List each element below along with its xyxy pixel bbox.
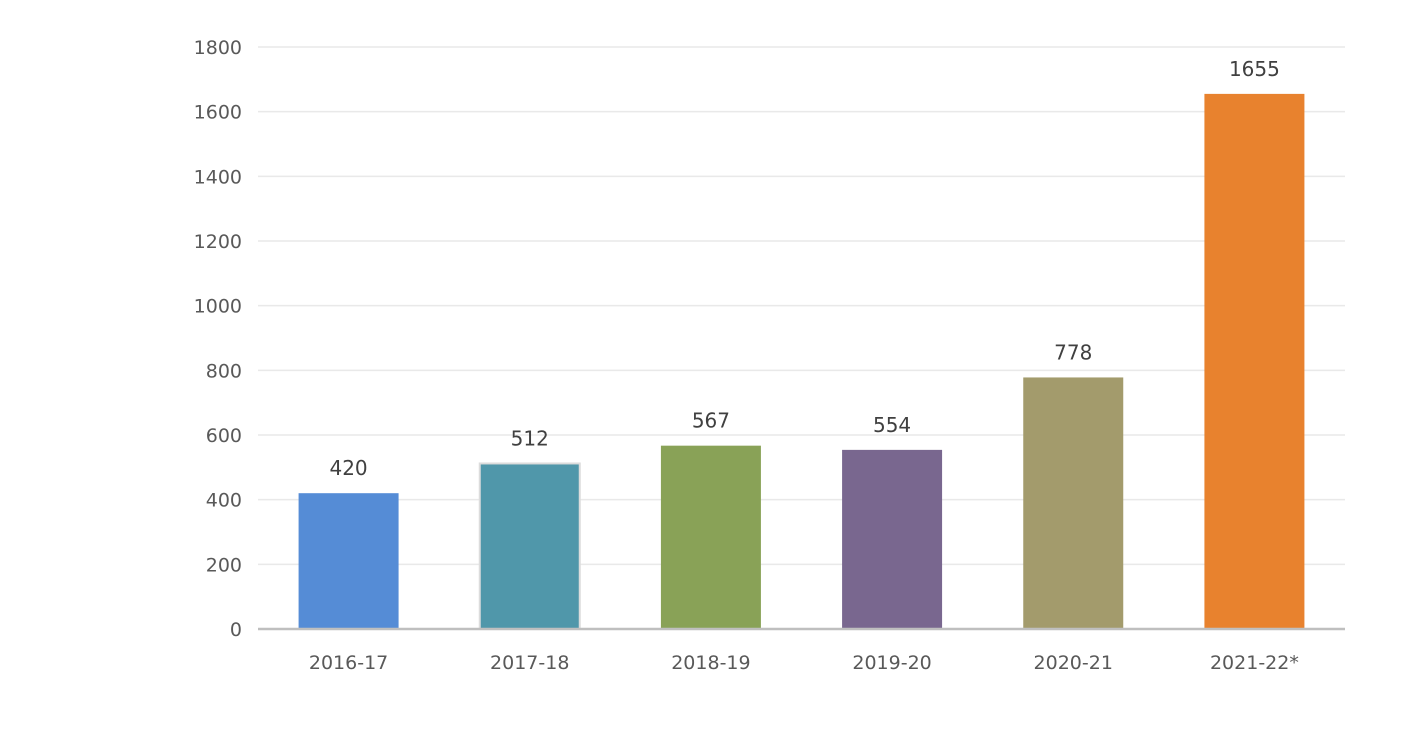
data-label: 420 [329,456,367,480]
y-tick-label: 200 [206,554,242,576]
data-label: 554 [873,413,911,437]
x-tick-label: 2016-17 [309,652,388,674]
bar [842,449,943,629]
data-label: 1655 [1229,57,1280,81]
y-tick-label: 1000 [194,296,242,318]
y-tick-label: 0 [230,619,242,641]
y-tick-label: 600 [206,425,242,447]
x-tick-label: 2021-22* [1210,652,1299,674]
y-tick-label: 1600 [194,102,242,124]
x-tick-label: 2020-21 [1034,652,1113,674]
bar [1023,377,1124,629]
y-tick-label: 1200 [194,231,242,253]
bar [298,493,399,629]
y-tick-label: 1400 [194,166,242,188]
data-label: 567 [692,409,730,433]
y-tick-label: 800 [206,360,242,382]
data-label: 512 [511,426,549,450]
bar [1204,93,1305,630]
x-tick-label: 2018-19 [671,652,750,674]
x-tick-label: 2019-20 [852,652,931,674]
bar [478,462,581,630]
data-label: 778 [1054,340,1092,364]
y-tick-label: 1800 [194,37,242,59]
x-tick-label: 2017-18 [490,652,569,674]
bar [660,445,761,629]
y-tick-label: 400 [206,490,242,512]
